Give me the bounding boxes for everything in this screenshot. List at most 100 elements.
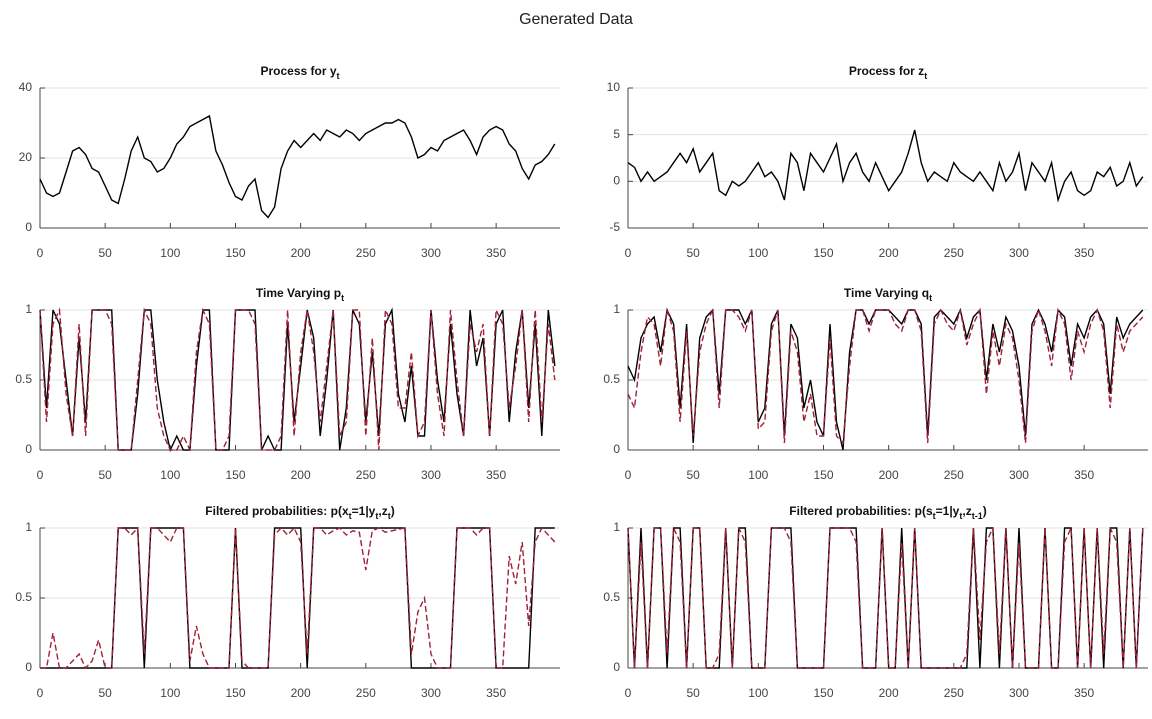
y-tick-label: 1 (613, 302, 620, 316)
y-tick-label: 0 (25, 660, 32, 674)
x-tick-label: 100 (748, 686, 768, 700)
x-tick-label: 250 (356, 468, 376, 482)
x-tick-label: 300 (421, 686, 441, 700)
title-part: Process for z (849, 64, 924, 78)
x-tick-label: 50 (686, 246, 700, 260)
x-tick-label: 300 (1009, 246, 1029, 260)
x-tick-label: 350 (1074, 246, 1094, 260)
y-tick-label: 0.5 (15, 372, 32, 386)
title-part: ) (983, 504, 987, 518)
x-tick-label: 100 (160, 246, 180, 260)
panel-title: Time Varying pt (256, 286, 344, 303)
panel-title: Time Varying qt (844, 286, 932, 303)
y-tick-label: 0 (25, 442, 32, 456)
x-tick-label: 150 (225, 246, 245, 260)
x-tick-label: 0 (625, 246, 632, 260)
x-tick-label: 0 (37, 468, 44, 482)
x-tick-label: 150 (225, 686, 245, 700)
x-tick-label: 0 (625, 686, 632, 700)
title-part: t (924, 71, 927, 81)
y-tick-label: 0 (613, 174, 620, 188)
y-tick-label: 1 (613, 520, 620, 534)
y-tick-label: 0.5 (15, 590, 32, 604)
x-tick-label: 200 (879, 468, 899, 482)
title-part: Time Varying q (844, 286, 929, 300)
series-line (40, 526, 556, 670)
panel-title: Process for zt (849, 64, 927, 81)
x-tick-label: 200 (291, 468, 311, 482)
x-tick-label: 200 (879, 686, 899, 700)
y-tick-label: 0 (613, 442, 620, 456)
y-tick-label: 10 (607, 80, 621, 94)
series-line (39, 114, 556, 219)
x-tick-label: 200 (291, 246, 311, 260)
x-tick-label: 300 (421, 468, 441, 482)
x-tick-label: 350 (1074, 686, 1094, 700)
series-line (627, 527, 1144, 669)
title-part: t-1 (972, 511, 983, 521)
x-tick-label: 0 (37, 246, 44, 260)
title-part: Process for y (260, 64, 336, 78)
title-part: t (929, 293, 932, 303)
x-tick-label: 250 (356, 686, 376, 700)
title-part: t (388, 511, 391, 521)
title-part: =1|y (936, 504, 960, 518)
x-tick-label: 250 (944, 246, 964, 260)
x-tick-label: 300 (1009, 468, 1029, 482)
y-tick-label: 1 (25, 520, 32, 534)
x-tick-label: 50 (98, 246, 112, 260)
title-part: ) (391, 504, 395, 518)
title-part: t (341, 293, 344, 303)
series-line (627, 307, 1144, 445)
y-tick-label: -5 (609, 220, 620, 234)
series-line (627, 129, 1144, 203)
title-part: =1|y (352, 504, 376, 518)
y-tick-label: 0.5 (603, 590, 620, 604)
x-tick-label: 50 (686, 468, 700, 482)
x-tick-label: 50 (686, 686, 700, 700)
title-part: t (375, 511, 378, 521)
x-tick-label: 150 (813, 246, 833, 260)
x-tick-label: 350 (486, 686, 506, 700)
series-line (39, 307, 556, 451)
x-tick-label: 0 (625, 468, 632, 482)
y-tick-label: 0 (25, 220, 32, 234)
y-tick-label: 20 (19, 150, 33, 164)
x-tick-label: 100 (748, 246, 768, 260)
figure-title: Generated Data (519, 11, 633, 28)
x-tick-label: 200 (879, 246, 899, 260)
title-part: t (337, 71, 340, 81)
x-tick-label: 250 (944, 686, 964, 700)
title-part: t (959, 511, 962, 521)
title-part: ,z (378, 504, 387, 518)
x-tick-label: 50 (98, 468, 112, 482)
x-tick-label: 0 (37, 686, 44, 700)
x-tick-label: 300 (421, 246, 441, 260)
title-part: Filtered probabilities: p(x (205, 504, 349, 518)
title-part: Time Varying p (256, 286, 341, 300)
panel-title: Filtered probabilities: p(xt=1|yt,zt) (205, 504, 394, 521)
y-tick-label: 0.5 (603, 372, 620, 386)
x-tick-label: 350 (486, 468, 506, 482)
x-tick-label: 200 (291, 686, 311, 700)
title-part: ,z (962, 504, 971, 518)
x-tick-label: 300 (1009, 686, 1029, 700)
x-tick-label: 250 (944, 468, 964, 482)
x-tick-label: 350 (1074, 468, 1094, 482)
x-tick-label: 150 (225, 468, 245, 482)
y-tick-label: 40 (19, 80, 33, 94)
title-part: Filtered probabilities: p(s (789, 504, 933, 518)
x-tick-label: 150 (813, 686, 833, 700)
panel-title: Process for yt (260, 64, 339, 81)
x-tick-label: 50 (98, 686, 112, 700)
x-tick-label: 100 (160, 468, 180, 482)
title-part: t (349, 511, 352, 521)
x-tick-label: 100 (748, 468, 768, 482)
x-tick-label: 150 (813, 468, 833, 482)
title-part: t (933, 511, 936, 521)
x-tick-label: 350 (486, 246, 506, 260)
x-tick-label: 100 (160, 686, 180, 700)
panel-title: Filtered probabilities: p(st=1|yt,zt-1) (789, 504, 986, 521)
x-tick-label: 250 (356, 246, 376, 260)
